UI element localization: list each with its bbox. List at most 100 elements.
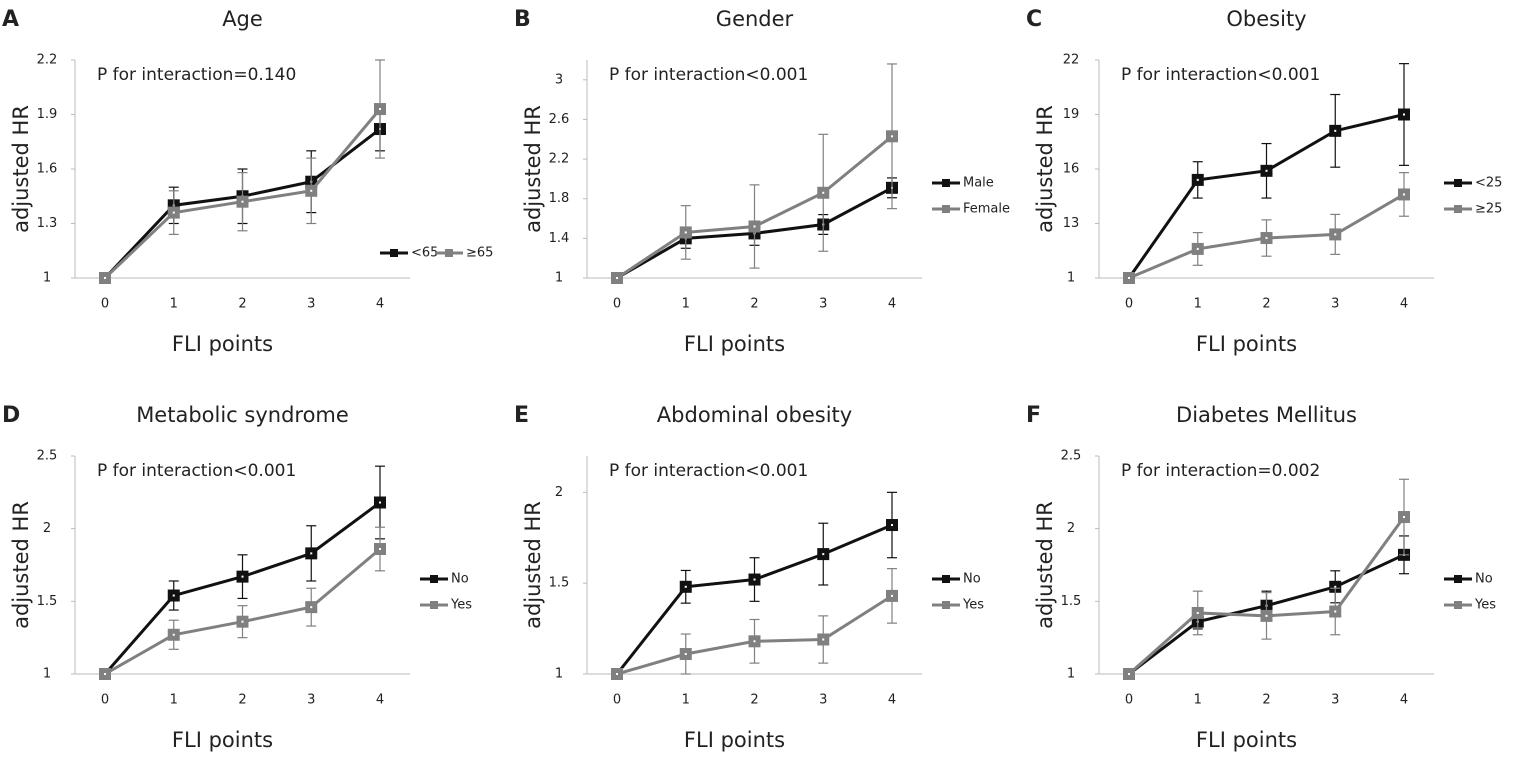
x-tick-label: 4 [1400,297,1408,312]
marker-dot [310,189,313,192]
panel-title: Abdominal obesity [657,403,852,427]
marker-dot [310,606,313,609]
legend-marker [1454,575,1462,583]
legend-marker [942,575,950,583]
marker-dot [1334,610,1337,613]
x-tick-label: 0 [101,693,109,708]
x-tick-label: 1 [1194,693,1202,708]
y-tick-label: 2.5 [1061,449,1082,464]
marker-dot [172,594,175,597]
panel-letter: D [2,403,20,428]
x-tick-label: 1 [682,693,690,708]
legend-label: Yes [962,598,984,613]
panel: A Age P for interaction=0.140 adjusted HR FL… [2,7,493,356]
marker-dot [241,620,244,623]
marker-dot [1265,169,1268,172]
x-tick-label: 0 [1125,693,1133,708]
x-tick-label: 1 [170,693,178,708]
marker-dot [891,135,893,138]
panel-letter: A [2,7,19,32]
annotation: P for interaction<0.001 [609,461,808,481]
y-tick-label: 1.5 [1061,594,1082,609]
x-tick-label: 0 [101,297,109,312]
x-tick-label: 4 [376,297,384,312]
y-tick-label: 3 [555,72,563,87]
y-tick-label: 2 [555,485,563,500]
marker-dot [379,501,381,504]
legend-label: Yes [450,598,472,613]
marker-dot [684,231,687,234]
y-tick-label: 1.4 [549,231,570,246]
y-axis-label: adjusted HR [521,501,545,629]
y-tick-label: 1 [43,667,51,682]
legend-label: Male [963,176,994,191]
legend-marker [390,249,398,257]
x-tick-label: 1 [170,297,178,312]
marker-dot [1128,673,1130,675]
x-tick-label: 2 [238,297,246,312]
panel-title: Gender [716,7,794,31]
legend-label: ≥65 [466,246,493,261]
y-tick-label: 13 [1063,216,1080,231]
y-axis-label: adjusted HR [1033,105,1057,233]
legend-label: <65 [411,246,438,261]
y-tick-label: 22 [1063,53,1080,68]
legend-label: No [963,572,981,587]
panel: F Diabetes Mellitus P for interaction=0.00… [1026,403,1496,752]
x-tick-label: 4 [376,693,384,708]
legend-marker [942,601,950,609]
marker-dot [1334,585,1337,588]
x-tick-label: 3 [307,693,315,708]
marker-dot [241,575,244,578]
panel: B Gender P for interaction<0.001 adjusted H… [514,7,1010,356]
legend-label: <25 [1475,176,1502,191]
x-axis-label: FLI points [172,332,273,356]
x-tick-label: 4 [888,693,896,708]
legend-marker [942,179,950,187]
x-axis-label: FLI points [684,728,785,752]
y-axis-label: adjusted HR [9,501,33,629]
x-tick-label: 2 [750,297,758,312]
marker-dot [753,640,756,643]
panel-letter: C [1026,7,1042,32]
y-tick-label: 1 [1067,271,1075,286]
marker-dot [241,200,244,203]
marker-dot [1334,129,1337,132]
panel: D Metabolic syndrome P for interaction<0.0… [2,403,472,752]
y-tick-label: 2 [1067,521,1075,536]
x-tick-label: 0 [1125,297,1133,312]
x-tick-label: 1 [1194,297,1202,312]
annotation: P for interaction<0.001 [609,65,808,85]
x-tick-label: 2 [1262,693,1270,708]
legend-marker [1454,179,1462,187]
y-axis-label: adjusted HR [9,105,33,233]
y-tick-label: 2 [43,521,51,536]
marker-dot [379,108,381,111]
legend-label: Yes [1474,598,1496,613]
x-tick-label: 2 [238,693,246,708]
panel: E Abdominal obesity P for interaction<0.00… [514,403,984,752]
y-tick-label: 19 [1063,107,1080,122]
y-axis-label: adjusted HR [1033,501,1057,629]
x-tick-label: 0 [613,297,621,312]
x-tick-label: 3 [1331,693,1339,708]
y-tick-label: 1 [555,667,563,682]
marker-dot [753,578,756,581]
annotation: P for interaction<0.001 [1121,65,1320,85]
y-tick-label: 1 [43,271,51,286]
marker-dot [822,191,825,194]
annotation: P for interaction<0.001 [97,461,296,481]
marker-dot [1403,516,1405,519]
x-tick-label: 1 [682,297,690,312]
marker-dot [1403,113,1405,116]
panel-letter: B [514,7,531,32]
panel-title: Age [222,7,263,31]
legend-marker [1454,601,1462,609]
x-tick-label: 2 [750,693,758,708]
legend-label: Female [963,202,1010,217]
panel-title: Diabetes Mellitus [1176,403,1357,427]
legend-marker [1454,205,1462,213]
annotation: P for interaction=0.140 [97,65,296,85]
marker-dot [172,633,175,636]
x-axis-label: FLI points [172,728,273,752]
